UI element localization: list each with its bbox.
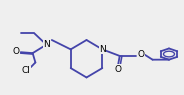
Text: N: N <box>99 45 106 54</box>
Text: O: O <box>13 47 20 56</box>
Text: N: N <box>43 40 50 49</box>
Text: O: O <box>114 65 121 74</box>
Text: O: O <box>137 50 144 59</box>
Text: Cl: Cl <box>22 66 31 75</box>
